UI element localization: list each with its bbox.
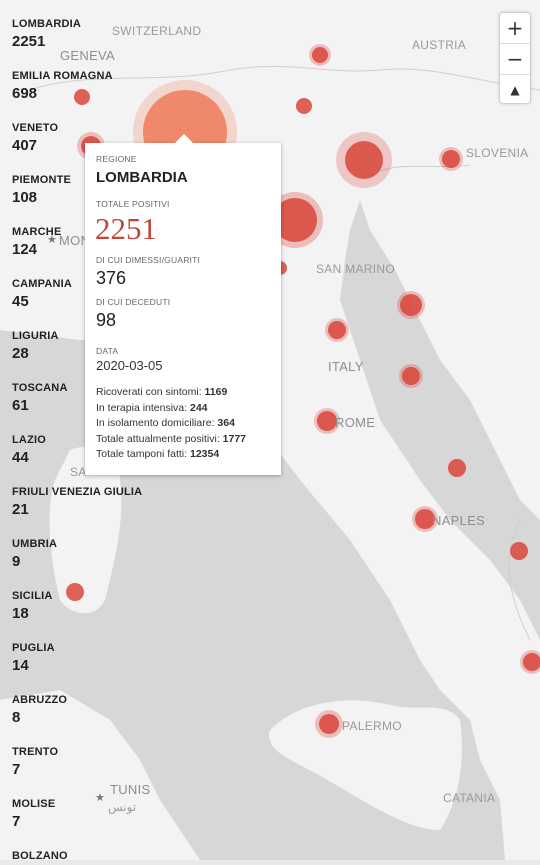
- popup-total-positive-label: TOTALE POSITIVI: [96, 199, 170, 209]
- popup-details: Ricoverati con sintomi: 1169 In terapia …: [96, 385, 276, 463]
- zoom-in-button[interactable]: +: [506, 16, 524, 40]
- bubble-calabria: [523, 653, 540, 671]
- region-item[interactable]: PIEMONTE 108: [12, 174, 72, 206]
- label-slovenia: SLOVENIA: [466, 146, 529, 160]
- region-item[interactable]: SICILIA 18: [12, 590, 53, 622]
- bubble-sicilia: [319, 714, 339, 734]
- region-item[interactable]: ABRUZZO 8: [12, 694, 68, 726]
- region-item[interactable]: UMBRIA 9: [12, 538, 58, 570]
- region-item[interactable]: LIGURIA 28: [12, 330, 59, 362]
- bubble-sardegna: [66, 583, 84, 601]
- capital-star-icon: ★: [47, 233, 57, 246]
- region-item[interactable]: LOMBARDIA 2251: [12, 18, 82, 50]
- bubble-marche: [400, 294, 422, 316]
- popup-date-label: DATA: [96, 346, 119, 356]
- label-tunis: TUNIS: [110, 782, 151, 797]
- region-item[interactable]: PUGLIA 14: [12, 642, 55, 674]
- compass-reset-button[interactable]: ▲: [500, 74, 530, 105]
- popup-total-positive-value: 2251: [95, 211, 157, 246]
- label-san-marino: SAN MARINO: [316, 262, 396, 276]
- label-palermo: PALERMO: [342, 719, 402, 733]
- region-item[interactable]: EMILIA ROMAGNA 698: [12, 70, 113, 102]
- detail-row: In isolamento domiciliare: 364: [96, 417, 235, 430]
- bubble-lazio: [317, 411, 337, 431]
- bubble-trento: [312, 47, 328, 63]
- region-item[interactable]: TRENTO 7: [12, 746, 59, 778]
- bubble-friuli: [442, 150, 460, 168]
- region-popup: REGIONE LOMBARDIA TOTALE POSITIVI 2251 D…: [85, 134, 281, 475]
- bubble-toscana: [328, 321, 346, 339]
- region-list: LOMBARDIA 2251 EMILIA ROMAGNA 698 VENETO 40…: [0, 0, 142, 862]
- label-italy: ITALY: [328, 359, 364, 374]
- bubble-veneto: [345, 141, 383, 179]
- bubble-puglia: [510, 542, 528, 560]
- detail-row: Totale attualmente positivi: 1777: [96, 432, 247, 445]
- label-tunis-ar: تونس: [108, 800, 137, 814]
- popup-recovered-value: 376: [96, 268, 127, 288]
- region-item[interactable]: CAMPANIA 45: [12, 278, 73, 310]
- capital-star-icon: ★: [95, 791, 105, 804]
- region-item[interactable]: TOSCANA 61: [12, 382, 68, 414]
- detail-row: In terapia intensiva: 244: [96, 401, 208, 414]
- label-rome: ROME: [335, 415, 376, 430]
- label-catania: CATANIA: [443, 791, 496, 805]
- bubble-bolzano: [296, 98, 312, 114]
- zoom-out-button[interactable]: −: [500, 43, 530, 74]
- bubble-abruzzo: [448, 459, 466, 477]
- label-sassari-partial: SA: [70, 465, 87, 479]
- label-monaco-partial: MON: [59, 233, 91, 248]
- detail-row: Ricoverati con sintomi: 1169: [96, 386, 228, 398]
- region-item[interactable]: MARCHE 124: [12, 226, 62, 258]
- detail-row: Totale tamponi fatti: 12354: [96, 448, 220, 461]
- region-item[interactable]: FRIULI VENEZIA GIULIA 21: [12, 486, 143, 518]
- region-item[interactable]: BOLZANO: [12, 850, 68, 862]
- bubble-liguria: [74, 89, 90, 105]
- label-naples: NAPLES: [432, 513, 486, 528]
- bubble-umbria: [402, 367, 420, 385]
- popup-tip: [175, 134, 193, 143]
- popup-date-value: 2020-03-05: [96, 358, 163, 373]
- popup-recovered-label: DI CUI DIMESSI/GUARITI: [96, 255, 201, 265]
- bubble-emilia-romagna: [273, 198, 317, 242]
- case-bubbles: [66, 44, 540, 738]
- label-austria: AUSTRIA: [412, 38, 467, 52]
- region-item[interactable]: MOLISE 7: [12, 798, 56, 830]
- label-geneva: GENEVA: [60, 48, 116, 63]
- region-item[interactable]: LAZIO 44: [12, 434, 46, 466]
- region-item[interactable]: VENETO 407: [12, 122, 59, 154]
- map-navigation-control: + − ▲: [499, 12, 531, 104]
- popup-region-label: REGIONE: [96, 154, 137, 164]
- label-switzerland: SWITZERLAND: [112, 24, 202, 38]
- bubble-campania: [415, 509, 435, 529]
- popup-region-name: LOMBARDIA: [96, 169, 188, 186]
- popup-deceased-label: DI CUI DECEDUTI: [96, 297, 171, 307]
- popup-deceased-value: 98: [96, 310, 117, 330]
